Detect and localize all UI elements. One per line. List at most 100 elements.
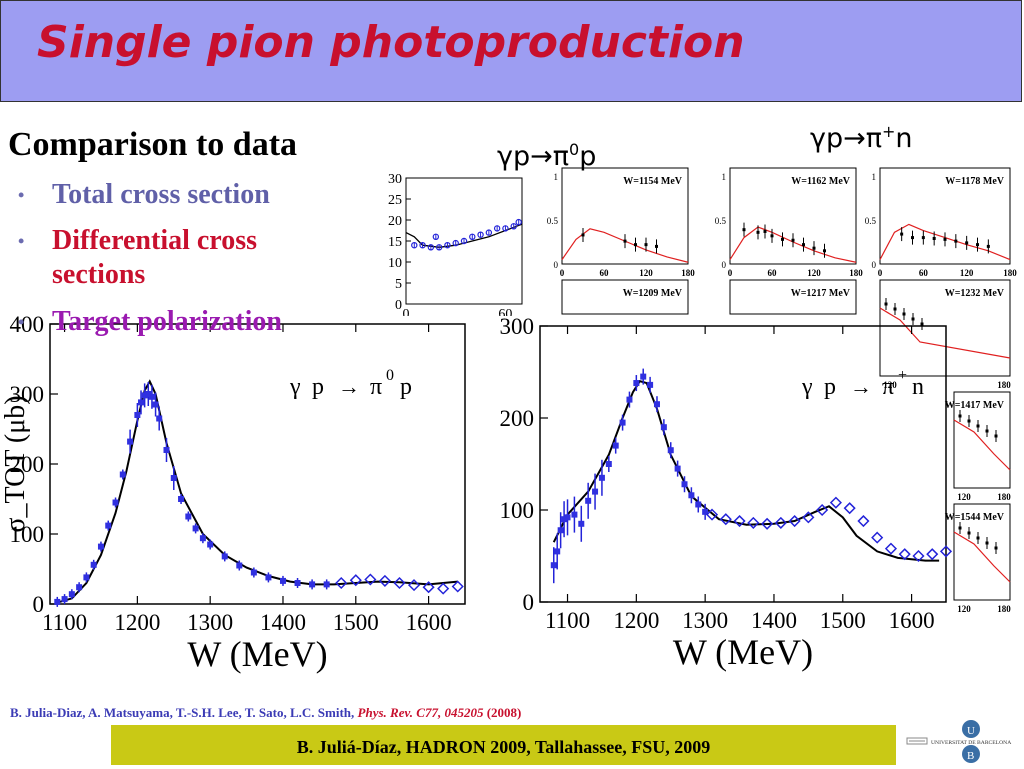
data-point — [564, 514, 571, 521]
data-point — [68, 591, 75, 598]
bullet-text: Differential cross sections — [52, 225, 258, 290]
data-point — [393, 576, 406, 590]
diff-x-tick-label: 120 — [957, 492, 971, 502]
data-point — [898, 548, 911, 561]
diff-panel-frame — [879, 279, 1011, 377]
data-point — [626, 396, 633, 403]
small-data-point — [493, 225, 501, 232]
diff-y-tick-label: 0.5 — [547, 216, 559, 226]
data-point — [592, 488, 599, 495]
annotation-arrow: → — [338, 374, 360, 399]
data-point — [105, 522, 112, 529]
diff-panel-label: W=1154 MeV — [623, 176, 683, 187]
small-data-point — [444, 241, 451, 249]
data-point — [871, 531, 884, 544]
diff-x-tick-label: 60 — [768, 268, 778, 278]
diff-x-tick-label: 180 — [1003, 268, 1017, 278]
data-point — [76, 584, 83, 591]
data-point — [437, 582, 450, 595]
data-point — [681, 481, 688, 488]
diff-y-tick-label: 0.5 — [865, 216, 877, 226]
title-bar: Single pion photoproduction — [0, 0, 1022, 102]
y-tick-label: 200 — [10, 452, 45, 477]
small-data-point — [427, 244, 435, 251]
diff-data-point — [967, 419, 971, 423]
bullet-dot-icon: • — [18, 185, 25, 205]
data-point — [674, 465, 681, 472]
data-point — [119, 471, 126, 478]
diff-panel-frame — [879, 167, 1011, 265]
bullet-total-cross-section: • Total cross section — [18, 178, 270, 212]
annotation-pi: π — [370, 374, 382, 400]
data-point — [843, 502, 856, 515]
annotation-p: p — [824, 374, 836, 400]
small-y-tick-label: 20 — [388, 214, 402, 229]
annotation-post: n — [912, 374, 924, 400]
data-point — [309, 581, 316, 588]
data-point — [647, 381, 654, 388]
diff-x-tick-label: 180 — [849, 268, 863, 278]
data-point — [557, 527, 564, 534]
reaction-pip-post: n — [895, 123, 913, 154]
diff-data-point — [976, 536, 980, 540]
annotation-charge: 0 — [386, 367, 394, 384]
diff-data-point — [902, 312, 906, 316]
diff-x-tick-label: 180 — [681, 268, 695, 278]
x-axis-label: W (MeV) — [187, 634, 327, 674]
small-data-point — [502, 225, 509, 232]
data-point — [134, 412, 141, 418]
reaction-label-pip: γp→π+n — [810, 122, 913, 154]
plot-frame — [539, 325, 947, 603]
diff-model-curve — [953, 419, 1011, 471]
footer-bar: B. Juliá-Díaz, HADRON 2009, Tallahassee,… — [111, 725, 896, 765]
y-tick-label: 400 — [10, 312, 45, 337]
x-tick-label: 1400 — [751, 608, 797, 633]
reaction-pi0-arrow: → — [530, 141, 553, 172]
diff-model-curve — [561, 228, 689, 263]
diff-data-point — [943, 237, 947, 241]
diff-data-point — [954, 239, 958, 243]
data-point — [702, 508, 709, 515]
data-point — [829, 496, 842, 509]
bullet-dot-icon: • — [18, 312, 25, 332]
data-point — [156, 415, 163, 422]
small-x-tick-label: 60 — [498, 307, 512, 316]
diff-y-tick-label: 0 — [872, 260, 877, 270]
diff-panel-label: W=1417 MeV — [945, 400, 1005, 411]
section-heading: Comparison to data — [8, 126, 298, 163]
small-data-point — [419, 241, 426, 249]
differential-cross-section-panels: W=1154 MeV 0 0.5 1 0 60 120 180 W=1162 MeV 0 0.5 1 0… — [547, 167, 1017, 614]
diff-data-point — [742, 228, 746, 232]
diff-data-point — [965, 241, 969, 245]
annotation-gamma: γ — [801, 374, 813, 400]
diff-data-point — [791, 238, 795, 242]
reaction-pi0-charge: 0 — [569, 140, 580, 159]
y-tick-label: 300 — [10, 382, 45, 407]
diff-panel-label: W=1217 MeV — [791, 288, 851, 299]
data-point — [323, 581, 330, 588]
bullet-dot-icon: • — [18, 231, 25, 251]
diff-data-point — [921, 236, 925, 240]
data-point — [705, 508, 719, 521]
diff-data-point — [985, 429, 989, 433]
diff-panel-frame — [561, 279, 689, 315]
data-point — [127, 438, 134, 445]
data-point — [199, 535, 206, 542]
diff-panel-frame — [561, 167, 689, 265]
small-data-point — [435, 244, 443, 251]
logo-text: UNIVERSITAT DE BARCELONA — [931, 740, 1011, 746]
diff-panel-frame — [729, 167, 857, 265]
small-data-point — [485, 229, 493, 236]
data-point — [554, 548, 561, 555]
data-point — [152, 401, 159, 408]
small-total-cross-section-chart: 0 5 10 15 20 25 30 0 60 — [388, 172, 523, 316]
data-point — [138, 399, 145, 406]
diff-data-point — [976, 424, 980, 428]
bullet-target-polarization: • Target polarization — [18, 305, 282, 339]
diff-x-tick-label: 120 — [957, 604, 971, 614]
diff-data-point — [958, 414, 962, 418]
reaction-pip-pre: γp — [810, 123, 844, 154]
diff-data-point — [986, 244, 990, 248]
diff-y-tick-label: 1 — [872, 172, 877, 182]
